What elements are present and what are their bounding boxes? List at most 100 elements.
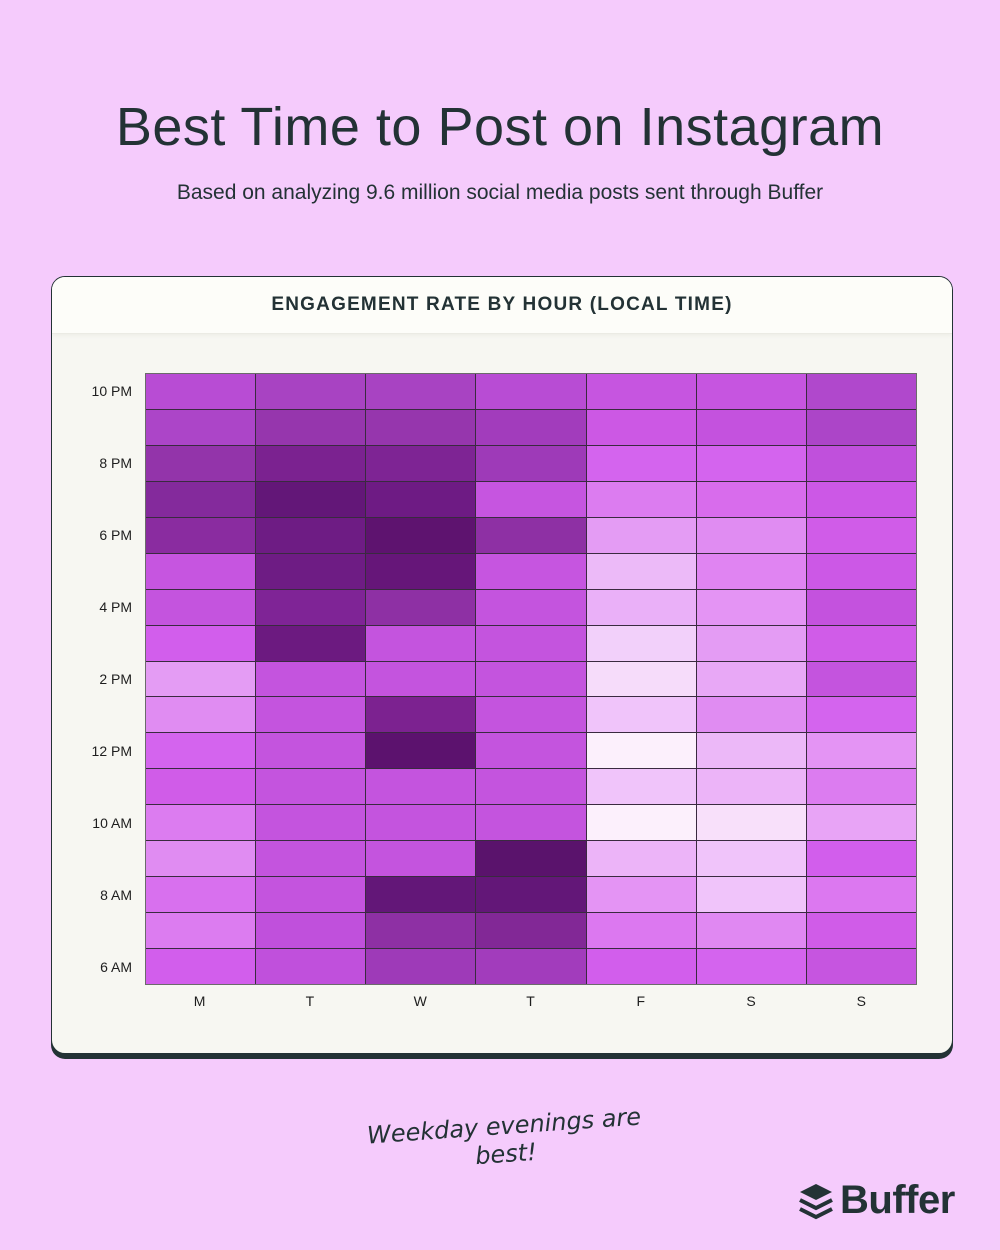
heatmap-cell <box>806 374 916 409</box>
heatmap-cell <box>476 445 586 481</box>
x-tick-label: S <box>856 993 867 1009</box>
card-title: ENGAGEMENT RATE BY HOUR (LOCAL TIME) <box>52 277 952 334</box>
heatmap-cell <box>696 625 806 661</box>
heatmap-cell <box>696 949 806 984</box>
heatmap-cell <box>366 374 476 409</box>
heatmap-cell <box>146 733 256 769</box>
heatmap-cell <box>146 625 256 661</box>
heatmap-cell <box>806 553 916 589</box>
heatmap-cell <box>256 374 366 409</box>
heatmap-cell <box>476 877 586 913</box>
heatmap-cell <box>586 409 696 445</box>
y-tick-label: 10 AM <box>92 815 132 831</box>
heatmap-cell <box>146 841 256 877</box>
heatmap-cell <box>256 589 366 625</box>
y-tick-label: 10 PM <box>91 383 132 399</box>
heatmap-cell <box>696 409 806 445</box>
x-tick-label: S <box>746 993 757 1009</box>
page-subtitle: Based on analyzing 9.6 million social me… <box>176 181 824 204</box>
y-tick-label: 4 PM <box>99 599 132 615</box>
heatmap-cell <box>146 661 256 697</box>
heatmap-cell <box>256 409 366 445</box>
heatmap-cell <box>256 769 366 805</box>
heatmap-card: ENGAGEMENT RATE BY HOUR (LOCAL TIME) 10 … <box>51 276 953 1054</box>
heatmap-cell <box>696 769 806 805</box>
heatmap-cell <box>256 733 366 769</box>
heatmap-cell <box>366 841 476 877</box>
heatmap-cell <box>586 697 696 733</box>
heatmap-cell <box>366 805 476 841</box>
heatmap-cell <box>146 374 256 409</box>
heatmap-cell <box>476 697 586 733</box>
heatmap-cell <box>146 949 256 984</box>
heatmap-cell <box>586 445 696 481</box>
heatmap-cell <box>366 877 476 913</box>
heatmap-cell <box>476 625 586 661</box>
heatmap-cell <box>366 481 476 517</box>
heatmap-cell <box>256 553 366 589</box>
heatmap-cell <box>696 481 806 517</box>
heatmap-cell <box>366 661 476 697</box>
heatmap-cell <box>476 481 586 517</box>
heatmap-cell <box>806 733 916 769</box>
heatmap-cell <box>146 553 256 589</box>
heatmap-cell <box>806 625 916 661</box>
heatmap-cell <box>586 553 696 589</box>
heatmap-cell <box>806 877 916 913</box>
heatmap-cell <box>696 517 806 553</box>
heatmap-cell <box>586 625 696 661</box>
y-tick-label: 12 PM <box>91 743 132 759</box>
heatmap-cell <box>806 913 916 949</box>
heatmap-cell <box>366 625 476 661</box>
heatmap-cell <box>256 517 366 553</box>
heatmap-cell <box>256 697 366 733</box>
heatmap-cell <box>586 949 696 984</box>
heatmap-cell <box>806 697 916 733</box>
heatmap-cell <box>146 589 256 625</box>
heatmap-cell <box>806 589 916 625</box>
heatmap-cell <box>586 481 696 517</box>
y-tick-label: 6 AM <box>100 959 132 975</box>
heatmap-cell <box>806 949 916 984</box>
heatmap-cell <box>586 769 696 805</box>
heatmap-cell <box>586 841 696 877</box>
heatmap-cell <box>806 661 916 697</box>
heatmap-cell <box>256 877 366 913</box>
heatmap-cell <box>256 805 366 841</box>
heatmap-cell <box>586 517 696 553</box>
brand-name: Buffer <box>840 1178 955 1222</box>
heatmap-cell <box>476 517 586 553</box>
heatmap-cell <box>366 445 476 481</box>
heatmap-cell <box>146 409 256 445</box>
heatmap-cell <box>806 517 916 553</box>
buffer-logo: Buffer <box>798 1178 955 1223</box>
heatmap-cell <box>146 769 256 805</box>
heatmap-cell <box>476 805 586 841</box>
heatmap-cell <box>476 661 586 697</box>
heatmap-cell <box>806 805 916 841</box>
heatmap-cell <box>696 374 806 409</box>
heatmap-cell <box>476 949 586 984</box>
heatmap-cell <box>476 409 586 445</box>
y-tick-label: 6 PM <box>99 527 132 543</box>
heatmap-cell <box>366 517 476 553</box>
heatmap-cell <box>256 625 366 661</box>
x-tick-label: T <box>526 993 536 1009</box>
page-title: Best Time to Post on Instagram <box>115 97 885 157</box>
heatmap-cell <box>696 445 806 481</box>
heatmap-cell <box>586 661 696 697</box>
heatmap-cell <box>256 661 366 697</box>
heatmap-cell <box>256 841 366 877</box>
heatmap-cell <box>696 733 806 769</box>
heatmap-cell <box>476 374 586 409</box>
heatmap-cell <box>696 841 806 877</box>
heatmap-cell <box>146 877 256 913</box>
x-tick-label: F <box>636 993 647 1009</box>
heatmap-cell <box>366 733 476 769</box>
heatmap-cell <box>146 805 256 841</box>
heatmap-cell <box>806 769 916 805</box>
heatmap-cell <box>586 913 696 949</box>
x-tick-label: M <box>193 993 207 1009</box>
